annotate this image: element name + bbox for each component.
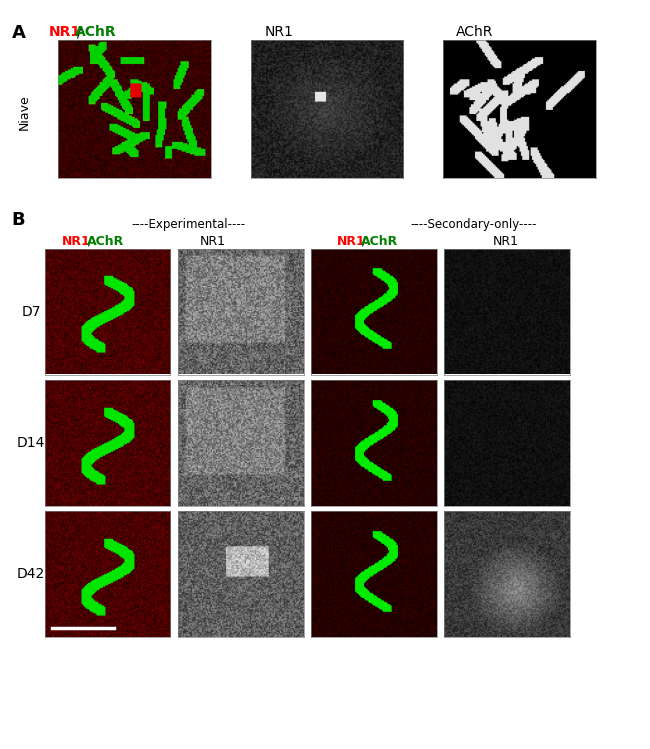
Text: D7: D7 — [21, 305, 41, 318]
Text: NR1: NR1 — [265, 25, 294, 39]
Text: B: B — [12, 211, 25, 229]
Text: A: A — [12, 24, 25, 42]
Text: D42: D42 — [17, 567, 46, 580]
Text: NR1: NR1 — [200, 234, 226, 248]
Text: NR1: NR1 — [49, 25, 81, 39]
Text: /: / — [88, 234, 92, 248]
Text: AChR: AChR — [456, 25, 493, 39]
Text: /: / — [362, 234, 366, 248]
Text: NR1: NR1 — [337, 234, 365, 248]
Text: AChR: AChR — [86, 234, 124, 248]
Text: ----Experimental----: ----Experimental---- — [131, 218, 246, 231]
Text: /: / — [77, 25, 82, 39]
Text: NR1: NR1 — [62, 234, 91, 248]
Text: AChR: AChR — [361, 234, 398, 248]
Text: AChR: AChR — [75, 25, 117, 39]
Text: Niave: Niave — [18, 94, 31, 130]
Text: NR1: NR1 — [493, 234, 519, 248]
Text: D14: D14 — [17, 436, 46, 449]
Text: ----Secondary-only----: ----Secondary-only---- — [410, 218, 536, 231]
